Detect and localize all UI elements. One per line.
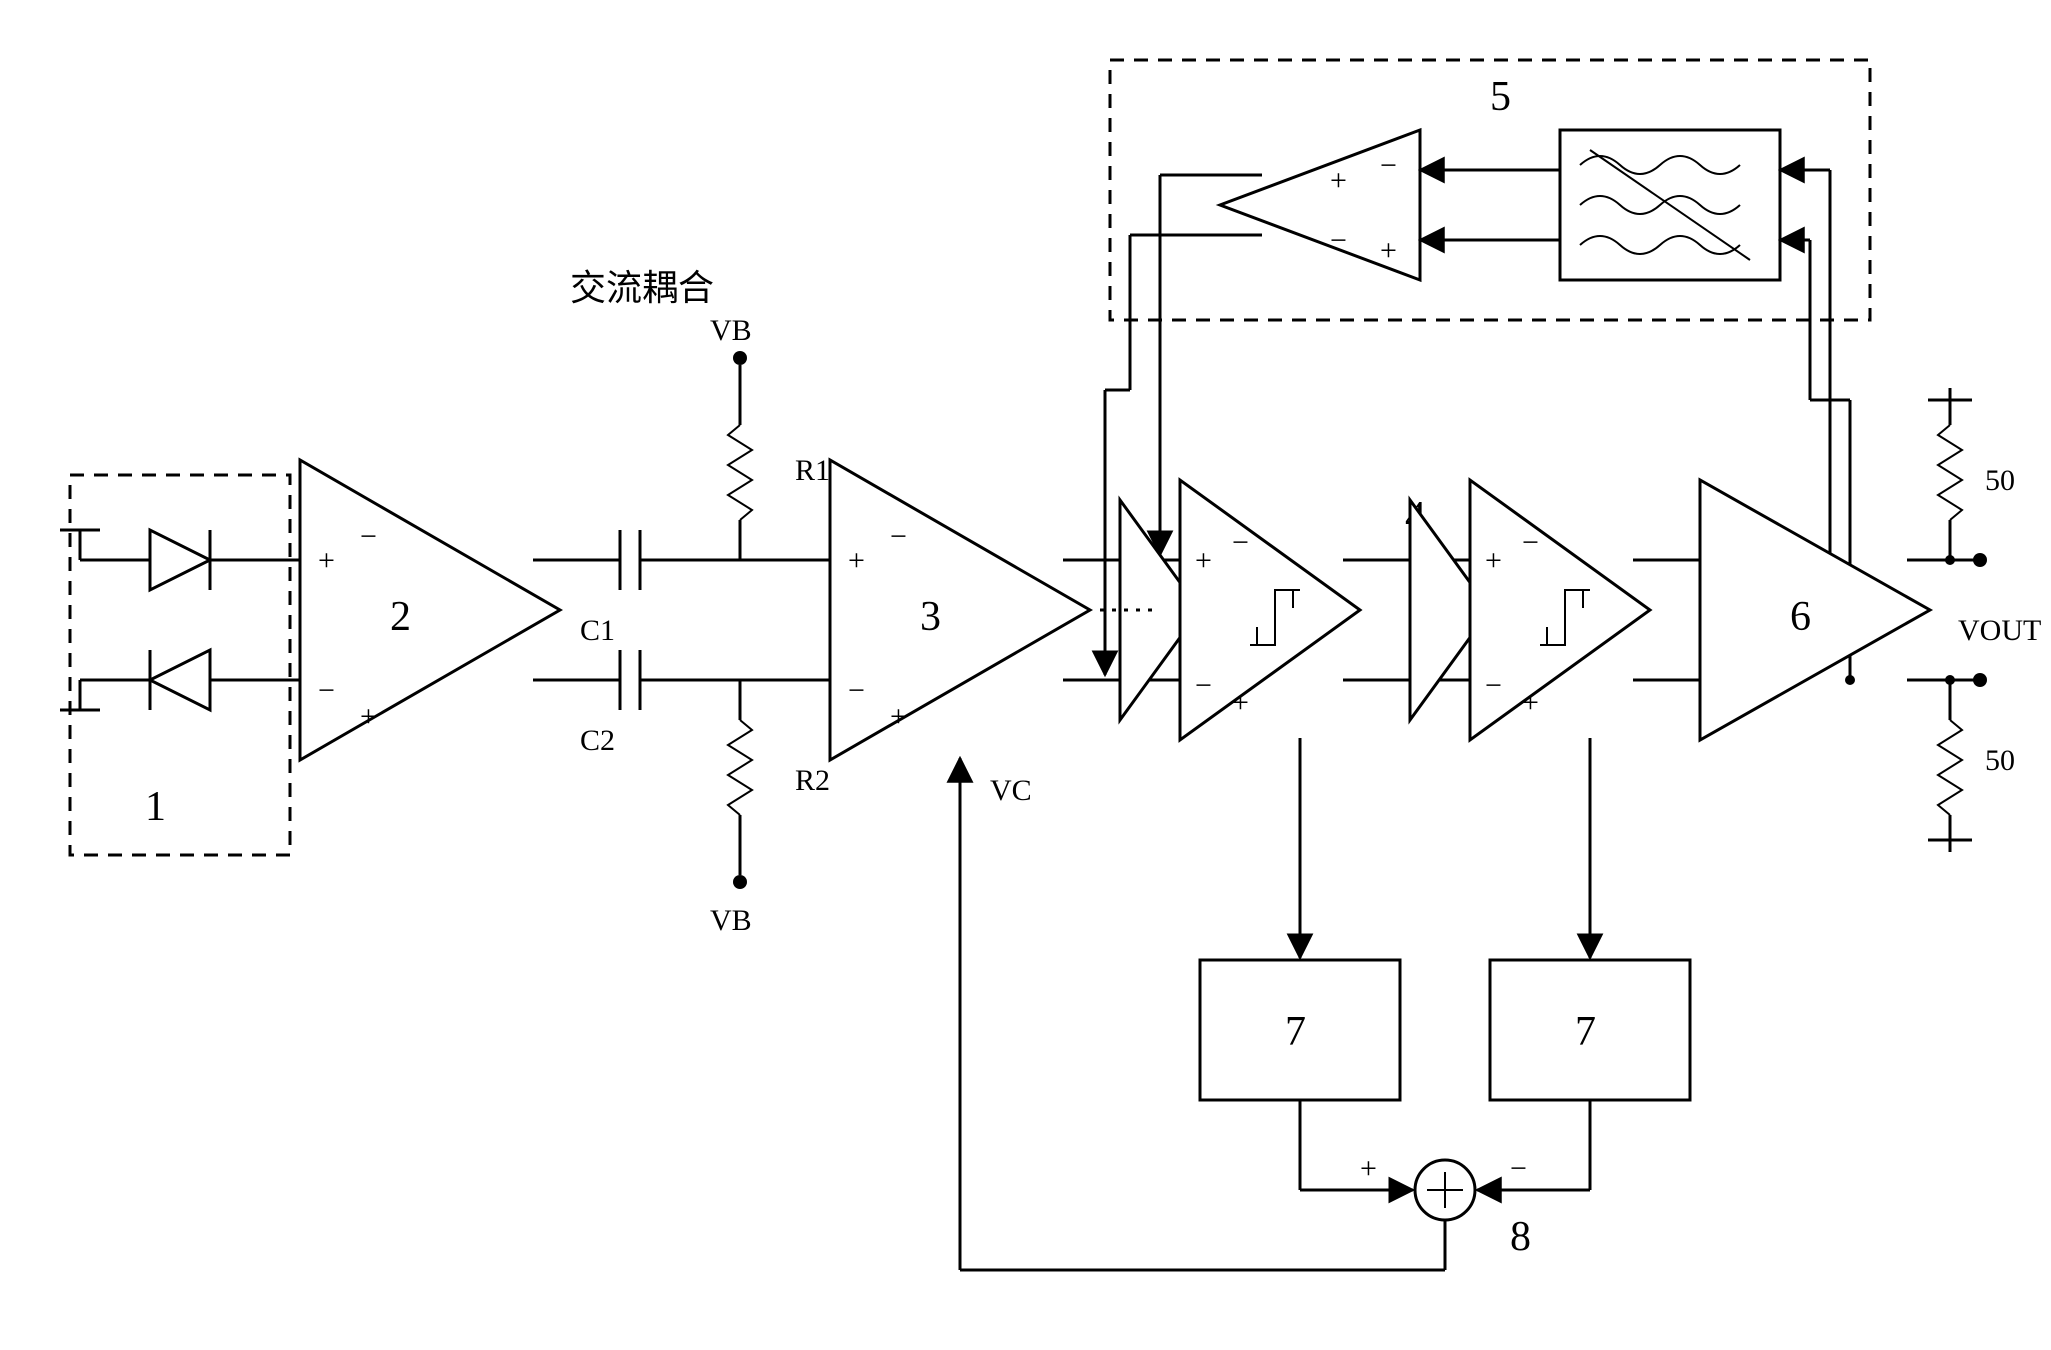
- block-3-amp: + − − + 3: [830, 460, 1090, 760]
- label-VOUT: VOUT: [1958, 614, 2041, 647]
- svg-text:−: −: [890, 520, 907, 553]
- svg-text:−: −: [360, 520, 377, 553]
- block-2-preamp: + − − + 2: [300, 460, 560, 760]
- svg-text:−: −: [1522, 526, 1539, 559]
- svg-text:+: +: [1360, 1152, 1377, 1185]
- ac-coupling: 交流耦合 C1 C2 R1 VB R2 VB: [570, 268, 830, 937]
- svg-text:−: −: [1380, 149, 1397, 182]
- svg-text:+: +: [1330, 164, 1347, 197]
- svg-text:−: −: [1485, 669, 1502, 702]
- label-3: 3: [920, 594, 941, 640]
- label-6: 6: [1790, 594, 1811, 640]
- svg-text:−: −: [1195, 669, 1212, 702]
- termination-top: 50: [1928, 388, 2015, 565]
- svg-text:+: +: [1195, 544, 1212, 577]
- label-2: 2: [390, 594, 411, 640]
- label-1: 1: [145, 784, 166, 830]
- svg-text:−: −: [318, 674, 335, 707]
- label-VB-top: VB: [710, 314, 752, 347]
- label-5: 5: [1490, 74, 1511, 120]
- svg-text:+: +: [1485, 544, 1502, 577]
- label-8: 8: [1510, 1214, 1531, 1260]
- label-C2: C2: [580, 724, 615, 757]
- svg-text:+: +: [1232, 686, 1249, 719]
- label-C1: C1: [580, 614, 615, 647]
- svg-text:+: +: [890, 700, 907, 733]
- svg-text:−: −: [1232, 526, 1249, 559]
- svg-text:−: −: [1330, 224, 1347, 257]
- termination-bot: 50: [1928, 675, 2015, 852]
- block-1-input: 1: [60, 475, 300, 855]
- svg-text:+: +: [1380, 234, 1397, 267]
- label-7a: 7: [1285, 1009, 1306, 1055]
- svg-text:+: +: [360, 700, 377, 733]
- svg-text:+: +: [318, 544, 335, 577]
- ac-coupling-label: 交流耦合: [570, 268, 714, 308]
- circuit-diagram: 1 + − − + 2 交流耦合 C1 C2 R1 VB R2 VB + − −…: [0, 0, 2051, 1350]
- label-R1: R1: [795, 454, 830, 487]
- detectors-and-summer: 7 7 + − 8 VC: [960, 738, 1690, 1270]
- block-4-limiters: 4 +− −+ +− −+: [1100, 480, 1700, 740]
- label-50-top: 50: [1985, 464, 2015, 497]
- svg-text:−: −: [1510, 1152, 1527, 1185]
- svg-text:+: +: [848, 544, 865, 577]
- label-VC: VC: [990, 774, 1032, 807]
- label-50-bot: 50: [1985, 744, 2015, 777]
- block-6-output-buffer: 6: [1700, 480, 1930, 740]
- label-7b: 7: [1575, 1009, 1596, 1055]
- svg-text:+: +: [1522, 686, 1539, 719]
- label-R2: R2: [795, 764, 830, 797]
- svg-text:−: −: [848, 674, 865, 707]
- label-VB-bot: VB: [710, 904, 752, 937]
